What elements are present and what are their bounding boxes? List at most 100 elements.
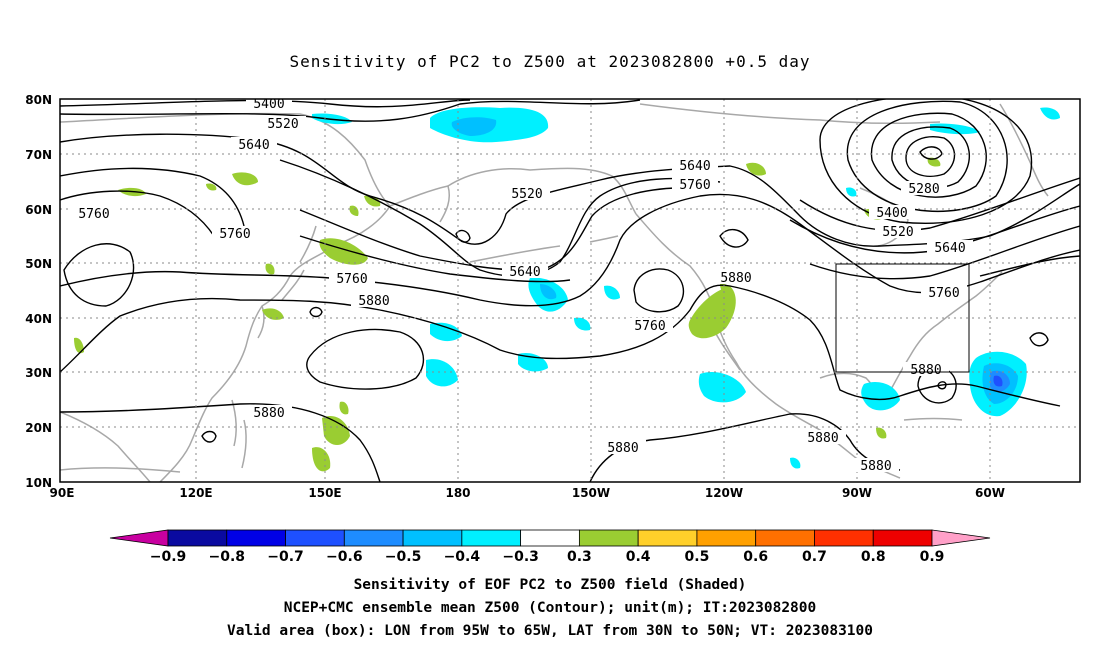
svg-text:5760: 5760: [219, 227, 250, 242]
pos-patch-wpac-a: [322, 416, 350, 445]
coast-na-east: [883, 271, 1003, 403]
neg-patch-arctic-core: [451, 117, 497, 136]
sensitivity-shading: [74, 107, 1060, 472]
contour-low-small-3: [1029, 332, 1049, 347]
lon-tick-label: 120E: [179, 486, 212, 500]
colorbar-tick-label: 0.8: [861, 549, 886, 565]
lat-tick-label: 70N: [25, 148, 52, 162]
svg-text:5760: 5760: [336, 272, 367, 287]
svg-text:5760: 5760: [928, 286, 959, 301]
svg-text:5880: 5880: [607, 441, 638, 456]
lat-tick-label: 40N: [25, 312, 52, 326]
contour-label: 5760: [472, 232, 518, 248]
coast-philippines: [231, 399, 247, 469]
pos-patch-siberia-a: [232, 172, 258, 186]
neg-patch-canada: [846, 187, 857, 197]
colorbar-tick-label: 0.3: [567, 549, 592, 565]
contour-label: 5760: [71, 206, 117, 222]
valid-area-box: [835, 263, 970, 373]
contour-high-atl-inner: [937, 381, 947, 390]
colorbar-arrow-low: [109, 529, 169, 547]
lon-tick-label: 150E: [308, 486, 341, 500]
svg-text:5760: 5760: [634, 319, 665, 334]
neg-patch-gulf: [861, 381, 900, 411]
colorbar-swatch: [637, 529, 698, 547]
svg-text:5880: 5880: [720, 271, 751, 286]
contour-label: 5280: [901, 181, 947, 197]
svg-text:5520: 5520: [511, 187, 542, 202]
colorbar-tick-label: 0.6: [743, 549, 768, 565]
contour-label: 5640: [472, 217, 518, 233]
colorbar-swatch: [755, 529, 815, 547]
contour-high-west: [63, 243, 135, 307]
colorbar: −0.9 −0.8 −0.7 −0.6 −0.5 −0.4 −0.3 0.3 0.4 0.5 0.6…: [109, 529, 991, 565]
neg-patch-eastpac: [790, 457, 801, 469]
coast-canada-arctic: [639, 103, 941, 125]
neg-patch-mexico: [698, 372, 746, 403]
map-frame: [59, 98, 1081, 483]
svg-text:5520: 5520: [267, 117, 298, 132]
contour-label: 5640: [927, 240, 973, 256]
coast-caribbean: [903, 417, 963, 421]
pos-patch-china: [74, 337, 84, 354]
colorbar-swatch: [285, 529, 345, 547]
contour-low-3: [870, 112, 987, 198]
svg-text:5400: 5400: [253, 97, 284, 112]
svg-text:5640: 5640: [238, 138, 269, 153]
contour-label: 5400: [246, 97, 292, 112]
contour-5640-north: [60, 133, 1080, 247]
contour-low-small-1: [309, 306, 323, 318]
figure-title: Sensitivity of PC2 to Z500 at 2023082800…: [289, 52, 810, 71]
pos-patch-siberia-c: [206, 183, 217, 191]
contour-label: 5880: [246, 405, 292, 421]
lon-tick-label: 150W: [572, 486, 610, 500]
colorbar-tick-label: −0.6: [326, 549, 363, 565]
contour-label: 5520: [875, 224, 921, 240]
coast-japan: [281, 225, 317, 301]
colorbar-tick-label: −0.4: [444, 549, 481, 565]
contour-label: 5520: [504, 186, 550, 202]
lat-tick-label: 50N: [25, 257, 52, 271]
contour-5880-main: [60, 284, 1061, 407]
contour-5760-ridge: [60, 190, 215, 237]
pos-patch-wpac-b: [312, 447, 331, 472]
lon-tick-label: 60W: [975, 486, 1005, 500]
neg-patch-pacific-c: [426, 359, 458, 387]
svg-text:5760: 5760: [479, 233, 510, 248]
neg-patch-pacific-e: [604, 285, 620, 300]
svg-text:5880: 5880: [253, 406, 284, 421]
neg-patch-greenland: [930, 123, 980, 135]
lat-tick-label: 30N: [25, 366, 52, 380]
svg-text:5880: 5880: [910, 363, 941, 378]
svg-text:5280: 5280: [908, 182, 939, 197]
svg-text:5640: 5640: [679, 159, 710, 174]
colorbar-swatch: [343, 529, 404, 547]
svg-text:5880: 5880: [860, 459, 891, 474]
neg-patch-pacific-f: [574, 317, 591, 331]
colorbar-swatch: [696, 529, 757, 547]
map-panel: 5400 5520 5640 5760 5760 5520 5640 5760 …: [60, 97, 1080, 482]
svg-text:5640: 5640: [934, 241, 965, 256]
contour-label: 5760: [212, 226, 258, 242]
colorbar-swatch: [461, 529, 522, 547]
contour-5760-west: [60, 167, 245, 227]
svg-text:5640: 5640: [479, 218, 510, 233]
contour-label: 5760: [329, 271, 375, 287]
contour-ridge-atl-3: [809, 225, 1080, 280]
contour-ridge-atl-1: [799, 177, 1080, 232]
svg-text:5400: 5400: [876, 206, 907, 221]
contour-5520-north: [60, 99, 641, 122]
contour-label: 5640: [502, 264, 548, 280]
lat-tick-label: 10N: [25, 476, 52, 490]
lat-tick-label: 60N: [25, 203, 52, 217]
svg-text:5880: 5880: [807, 431, 838, 446]
colorbar-tick-label: 0.5: [685, 549, 710, 565]
contour-pac-mid-3: [299, 235, 571, 283]
pos-patch-canada: [746, 162, 766, 176]
pos-patch-labrador: [927, 157, 941, 167]
colorbar-swatch: [814, 529, 874, 547]
colorbar-tick-label: −0.9: [150, 549, 187, 565]
colorbar-swatch: [520, 529, 580, 547]
lat-tick-label: 20N: [25, 421, 52, 435]
